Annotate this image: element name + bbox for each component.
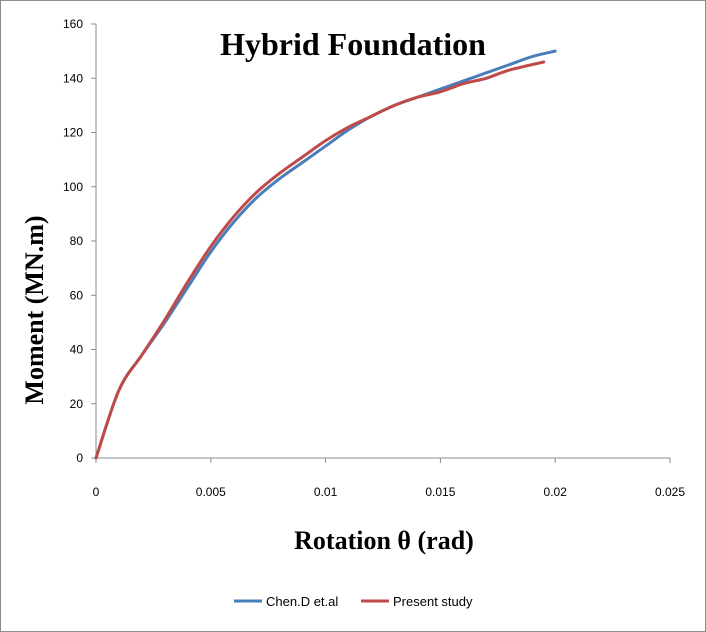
- y-tick-label: 120: [63, 126, 83, 140]
- chart-title: Hybrid Foundation: [220, 26, 486, 62]
- x-tick-label: 0.015: [425, 485, 455, 499]
- x-axis: 0 0.005 0.01 0.015 0.02 0.025: [93, 457, 685, 499]
- y-tick-label: 100: [63, 180, 83, 194]
- y-axis-title: Moment (MN.m): [20, 215, 49, 404]
- x-tick-label: 0.025: [655, 485, 685, 499]
- y-tick-label: 0: [76, 451, 83, 465]
- x-tick-label: 0.02: [544, 485, 568, 499]
- y-tick-label: 40: [70, 343, 84, 357]
- x-tick-labels: 0 0.005 0.01 0.015 0.02 0.025: [93, 458, 685, 499]
- series-lines: [94, 49, 557, 460]
- x-tick-label: 0.01: [314, 485, 338, 499]
- y-tick-label: 80: [70, 234, 84, 248]
- y-tick-labels: 0 20 40 60 80 100 120 140 160: [63, 17, 96, 465]
- legend: Chen.D et.al Present study: [234, 594, 473, 609]
- y-tick-label: 20: [70, 397, 84, 411]
- legend-label-present: Present study: [393, 594, 473, 609]
- y-tick-label: 140: [63, 71, 83, 85]
- y-tick-label: 160: [63, 17, 83, 31]
- x-tick-label: 0: [93, 485, 100, 499]
- series-line-present-study: [94, 60, 546, 460]
- series-line-chen-d-et-al: [94, 49, 557, 460]
- legend-label-chen: Chen.D et.al: [266, 594, 338, 609]
- y-tick-label: 60: [70, 288, 84, 302]
- y-axis: 0 20 40 60 80 100 120 140 160: [63, 17, 97, 465]
- x-axis-title: Rotation θ (rad): [294, 526, 474, 555]
- x-tick-label: 0.005: [196, 485, 226, 499]
